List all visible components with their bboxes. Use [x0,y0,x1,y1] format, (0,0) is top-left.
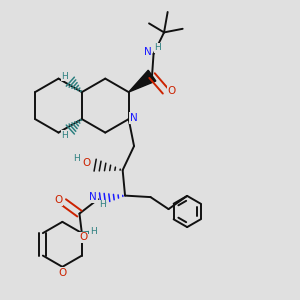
Text: H: H [90,227,97,236]
Text: O: O [79,232,87,242]
Text: O: O [82,158,90,168]
Text: N: N [89,192,97,203]
Text: N: N [144,46,152,57]
Text: N: N [130,113,137,123]
Text: H: H [61,72,68,81]
Text: H: H [73,154,80,163]
Text: O: O [58,268,67,278]
Text: O: O [54,195,63,206]
Polygon shape [129,70,156,92]
Text: H: H [154,44,161,52]
Text: H: H [99,200,106,209]
Text: H: H [61,130,68,140]
Text: O: O [167,86,176,96]
